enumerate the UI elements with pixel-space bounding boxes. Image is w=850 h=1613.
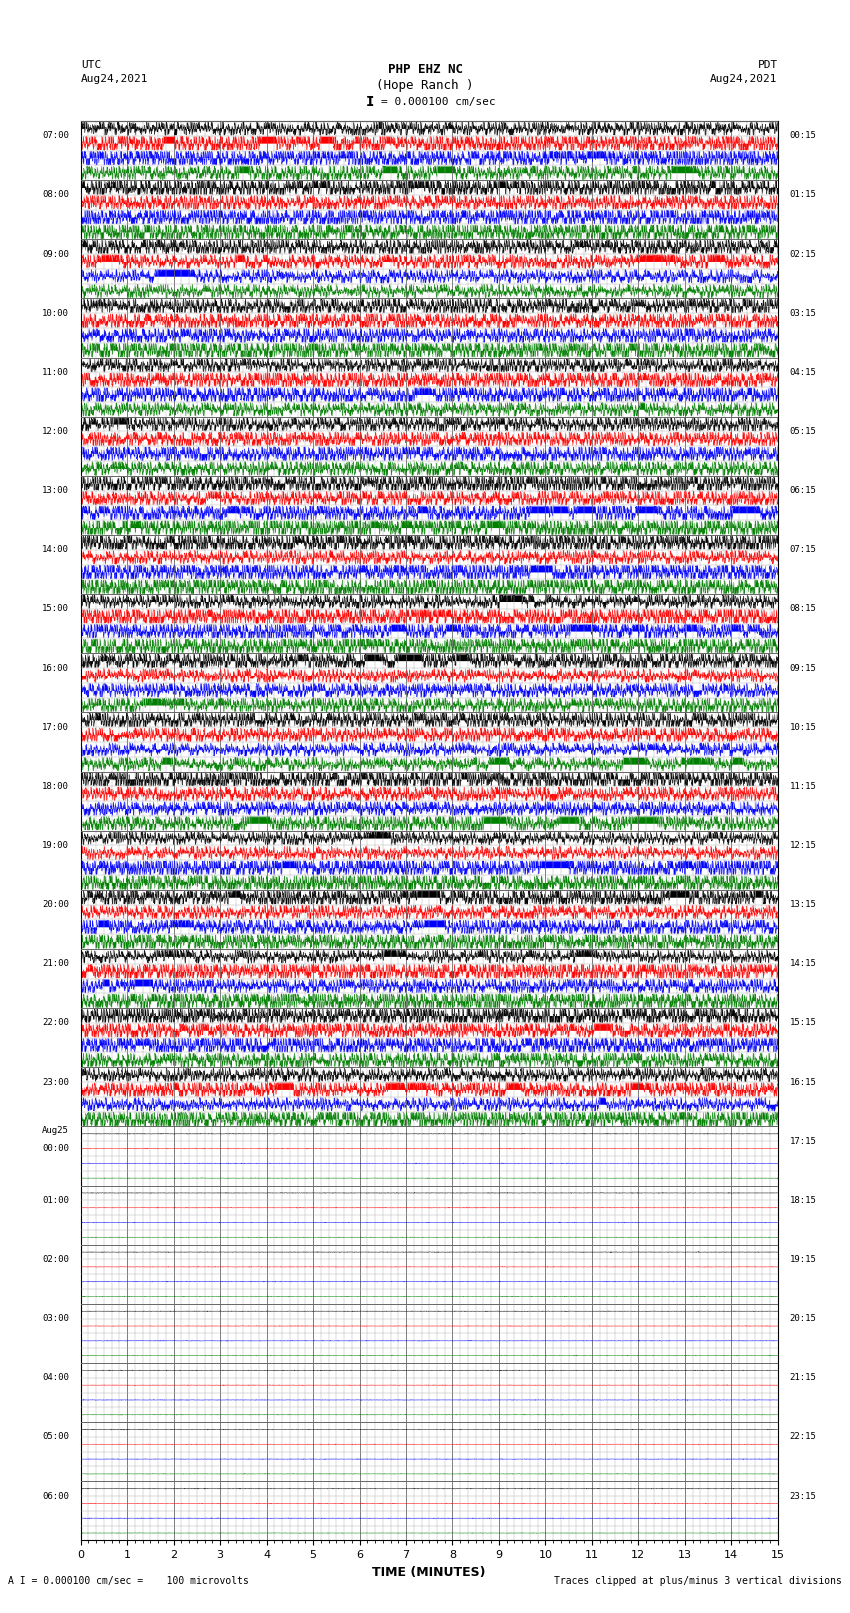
Text: 11:00: 11:00 xyxy=(42,368,69,377)
Text: I: I xyxy=(366,95,374,108)
Text: Aug24,2021: Aug24,2021 xyxy=(81,74,148,84)
Text: 02:00: 02:00 xyxy=(42,1255,69,1265)
Text: 15:15: 15:15 xyxy=(790,1018,816,1027)
Text: 13:15: 13:15 xyxy=(790,900,816,910)
Text: 01:15: 01:15 xyxy=(790,190,816,200)
Text: 21:15: 21:15 xyxy=(790,1373,816,1382)
Text: PDT: PDT xyxy=(757,60,778,69)
Text: 04:00: 04:00 xyxy=(42,1373,69,1382)
Text: Aug24,2021: Aug24,2021 xyxy=(711,74,778,84)
Text: 00:00: 00:00 xyxy=(42,1144,69,1153)
Text: (Hope Ranch ): (Hope Ranch ) xyxy=(377,79,473,92)
Text: 18:00: 18:00 xyxy=(42,782,69,790)
Text: 12:15: 12:15 xyxy=(790,840,816,850)
Text: 06:15: 06:15 xyxy=(790,486,816,495)
Text: 05:15: 05:15 xyxy=(790,427,816,436)
Text: 02:15: 02:15 xyxy=(790,250,816,258)
Text: 06:00: 06:00 xyxy=(42,1492,69,1500)
Text: 03:15: 03:15 xyxy=(790,308,816,318)
Text: 03:00: 03:00 xyxy=(42,1315,69,1323)
Text: 14:15: 14:15 xyxy=(790,960,816,968)
Text: 16:00: 16:00 xyxy=(42,663,69,673)
Text: 10:15: 10:15 xyxy=(790,723,816,732)
Text: 00:15: 00:15 xyxy=(790,131,816,140)
Text: 17:15: 17:15 xyxy=(790,1137,816,1145)
Text: A I = 0.000100 cm/sec =    100 microvolts: A I = 0.000100 cm/sec = 100 microvolts xyxy=(8,1576,249,1586)
Text: 22:00: 22:00 xyxy=(42,1018,69,1027)
Text: 14:00: 14:00 xyxy=(42,545,69,555)
Text: 13:00: 13:00 xyxy=(42,486,69,495)
Text: 08:15: 08:15 xyxy=(790,605,816,613)
Text: 18:15: 18:15 xyxy=(790,1195,816,1205)
Text: 21:00: 21:00 xyxy=(42,960,69,968)
Text: 19:15: 19:15 xyxy=(790,1255,816,1265)
Text: 19:00: 19:00 xyxy=(42,840,69,850)
X-axis label: TIME (MINUTES): TIME (MINUTES) xyxy=(372,1566,486,1579)
Text: 20:00: 20:00 xyxy=(42,900,69,910)
Text: Traces clipped at plus/minus 3 vertical divisions: Traces clipped at plus/minus 3 vertical … xyxy=(553,1576,842,1586)
Text: Aug25: Aug25 xyxy=(42,1126,69,1136)
Text: 05:00: 05:00 xyxy=(42,1432,69,1442)
Text: 12:00: 12:00 xyxy=(42,427,69,436)
Text: 07:00: 07:00 xyxy=(42,131,69,140)
Text: 15:00: 15:00 xyxy=(42,605,69,613)
Text: UTC: UTC xyxy=(81,60,101,69)
Text: 10:00: 10:00 xyxy=(42,308,69,318)
Text: 04:15: 04:15 xyxy=(790,368,816,377)
Text: 23:00: 23:00 xyxy=(42,1077,69,1087)
Text: 20:15: 20:15 xyxy=(790,1315,816,1323)
Text: 17:00: 17:00 xyxy=(42,723,69,732)
Text: I = 0.000100 cm/sec: I = 0.000100 cm/sec xyxy=(354,97,496,106)
Text: 22:15: 22:15 xyxy=(790,1432,816,1442)
Text: 23:15: 23:15 xyxy=(790,1492,816,1500)
Text: 09:00: 09:00 xyxy=(42,250,69,258)
Text: 11:15: 11:15 xyxy=(790,782,816,790)
Text: 16:15: 16:15 xyxy=(790,1077,816,1087)
Text: 01:00: 01:00 xyxy=(42,1195,69,1205)
Text: 09:15: 09:15 xyxy=(790,663,816,673)
Text: 07:15: 07:15 xyxy=(790,545,816,555)
Text: 08:00: 08:00 xyxy=(42,190,69,200)
Text: PHP EHZ NC: PHP EHZ NC xyxy=(388,63,462,76)
